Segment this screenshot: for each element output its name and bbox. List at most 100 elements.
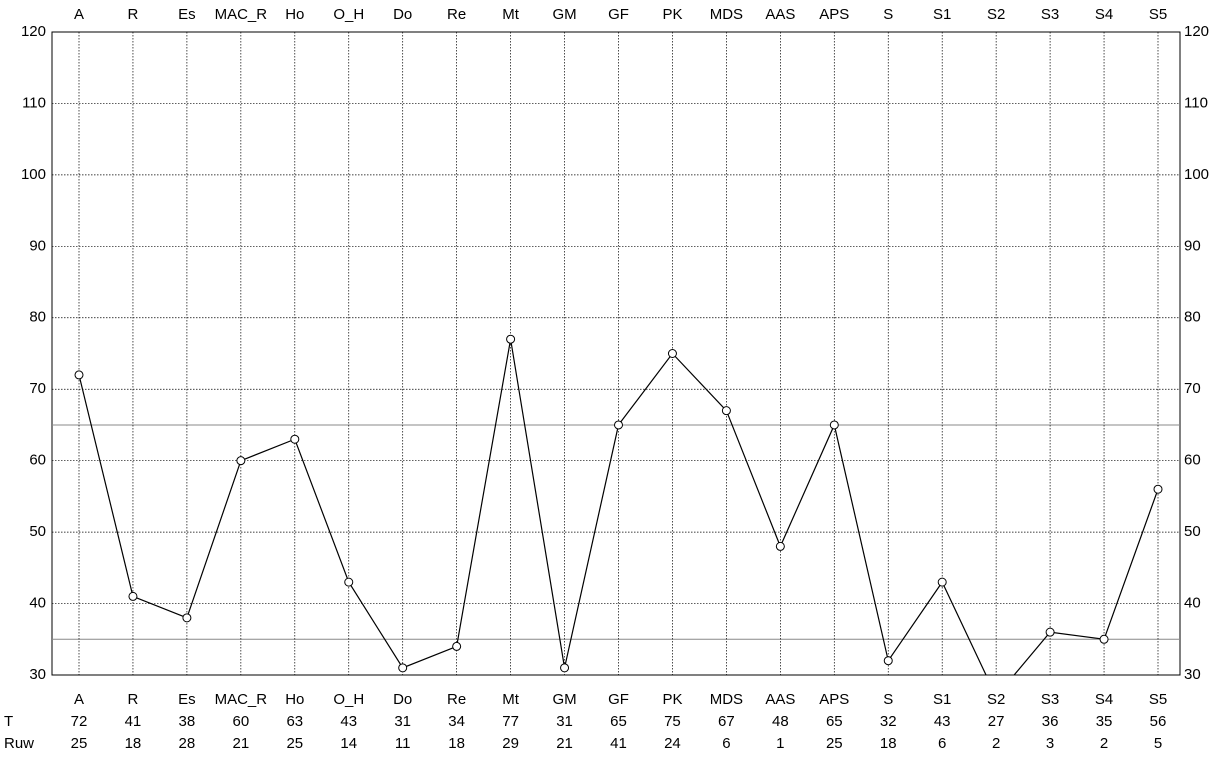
raw-score: 6: [938, 735, 946, 752]
data-point: [721, 406, 731, 416]
value-label: 43: [934, 713, 951, 730]
raw-score: 6: [722, 735, 730, 752]
x-tick-label: Re: [447, 691, 466, 708]
x-tick-label-top: Ho: [285, 6, 304, 23]
value-label: 34: [448, 713, 465, 730]
x-tick-label: S1: [933, 691, 951, 708]
y-tick-label: 60: [29, 452, 46, 469]
raw-score: 3: [1046, 735, 1054, 752]
x-tick-label: R: [128, 691, 139, 708]
y-tick-label: 30: [29, 666, 46, 683]
x-tick-label: Do: [393, 691, 412, 708]
y-tick-label-right: 50: [1184, 523, 1201, 540]
raw-score: 1: [776, 735, 784, 752]
x-tick-label: PK: [662, 691, 682, 708]
series-group: [74, 334, 1163, 675]
x-tick-label: APS: [819, 691, 849, 708]
x-tick-label-top: MDS: [710, 6, 743, 23]
raw-score: 11: [395, 735, 411, 752]
raw-score: 24: [664, 735, 681, 752]
x-tick-label: MDS: [710, 691, 743, 708]
raw-score: 41: [610, 735, 627, 752]
y-tick-label: 50: [29, 523, 46, 540]
data-point: [667, 349, 677, 358]
x-tick-label-top: GM: [552, 6, 576, 23]
data-point: [560, 663, 570, 673]
x-tick-label: S: [883, 691, 893, 708]
x-tick-label-top: MAC_R: [215, 6, 268, 23]
x-tick-label: AAS: [765, 691, 795, 708]
raw-score: 25: [71, 735, 88, 752]
data-point: [344, 577, 354, 587]
x-tick-label-top: S4: [1095, 6, 1113, 23]
value-label: 56: [1150, 713, 1167, 730]
y-tick-label: 120: [21, 23, 46, 40]
value-label: 48: [772, 713, 789, 730]
value-label: 63: [286, 713, 303, 730]
data-point: [614, 420, 623, 430]
raw-score: 28: [179, 735, 196, 752]
value-label: 77: [502, 713, 519, 730]
data-point: [775, 541, 785, 551]
y-tick-label-right: 100: [1184, 166, 1209, 183]
raw-score: 18: [125, 735, 142, 752]
data-point: [1045, 627, 1055, 637]
y-tick-label-right: 30: [1184, 666, 1201, 683]
raw-score: 25: [286, 735, 303, 752]
value-label: 35: [1096, 713, 1113, 730]
x-tick-label: O_H: [333, 691, 364, 708]
value-label: 27: [988, 713, 1005, 730]
raw-score: 25: [826, 735, 843, 752]
series-row-label: T: [4, 713, 13, 730]
x-tick-label-top: Re: [447, 6, 466, 23]
y-tick-label: 40: [29, 595, 46, 612]
value-label: 65: [610, 713, 627, 730]
x-tick-label-top: S3: [1041, 6, 1059, 23]
value-label: 32: [880, 713, 897, 730]
y-tick-label-right: 60: [1184, 452, 1201, 469]
data-point: [506, 334, 516, 344]
raw-score: 18: [448, 735, 465, 752]
data-point: [937, 577, 947, 587]
y-tick-label-right: 40: [1184, 595, 1201, 612]
x-tick-label-top: Mt: [502, 6, 519, 23]
x-tick-label: S5: [1149, 691, 1167, 708]
y-tick-label-right: 90: [1184, 237, 1201, 254]
x-tick-label: GF: [608, 691, 629, 708]
x-tick-label-top: GF: [608, 6, 629, 23]
value-label: 75: [664, 713, 681, 730]
data-point: [452, 641, 462, 651]
x-tick-label: GM: [552, 691, 576, 708]
x-tick-label-top: APS: [819, 6, 849, 23]
raw-row-label: Ruw: [4, 735, 34, 752]
value-label: 43: [340, 713, 357, 730]
x-tick-label: S4: [1095, 691, 1113, 708]
y-tick-label-right: 80: [1184, 309, 1201, 326]
x-tick-label: A: [74, 691, 84, 708]
value-label: 60: [233, 713, 250, 730]
data-point: [1153, 484, 1163, 494]
x-tick-label-top: Do: [393, 6, 412, 23]
x-tick-label-top: O_H: [333, 6, 364, 23]
raw-score: 14: [340, 735, 357, 752]
y-tick-label-right: 120: [1184, 23, 1209, 40]
x-tick-label-top: S5: [1149, 6, 1167, 23]
x-tick-label: Es: [178, 691, 196, 708]
data-point: [236, 456, 246, 466]
data-point: [182, 613, 192, 623]
data-point: [1099, 634, 1109, 644]
data-point: [128, 591, 138, 601]
x-tick-label: Mt: [502, 691, 519, 708]
raw-score: 18: [880, 735, 897, 752]
x-tick-label: Ho: [285, 691, 304, 708]
x-tick-label: MAC_R: [215, 691, 268, 708]
raw-score: 2: [992, 735, 1000, 752]
value-label: 72: [71, 713, 88, 730]
data-point: [74, 370, 84, 380]
value-label: 41: [125, 713, 142, 730]
value-label: 31: [394, 713, 411, 730]
x-tick-label-top: S: [883, 6, 893, 23]
x-tick-label: S2: [987, 691, 1005, 708]
data-point: [829, 420, 839, 430]
